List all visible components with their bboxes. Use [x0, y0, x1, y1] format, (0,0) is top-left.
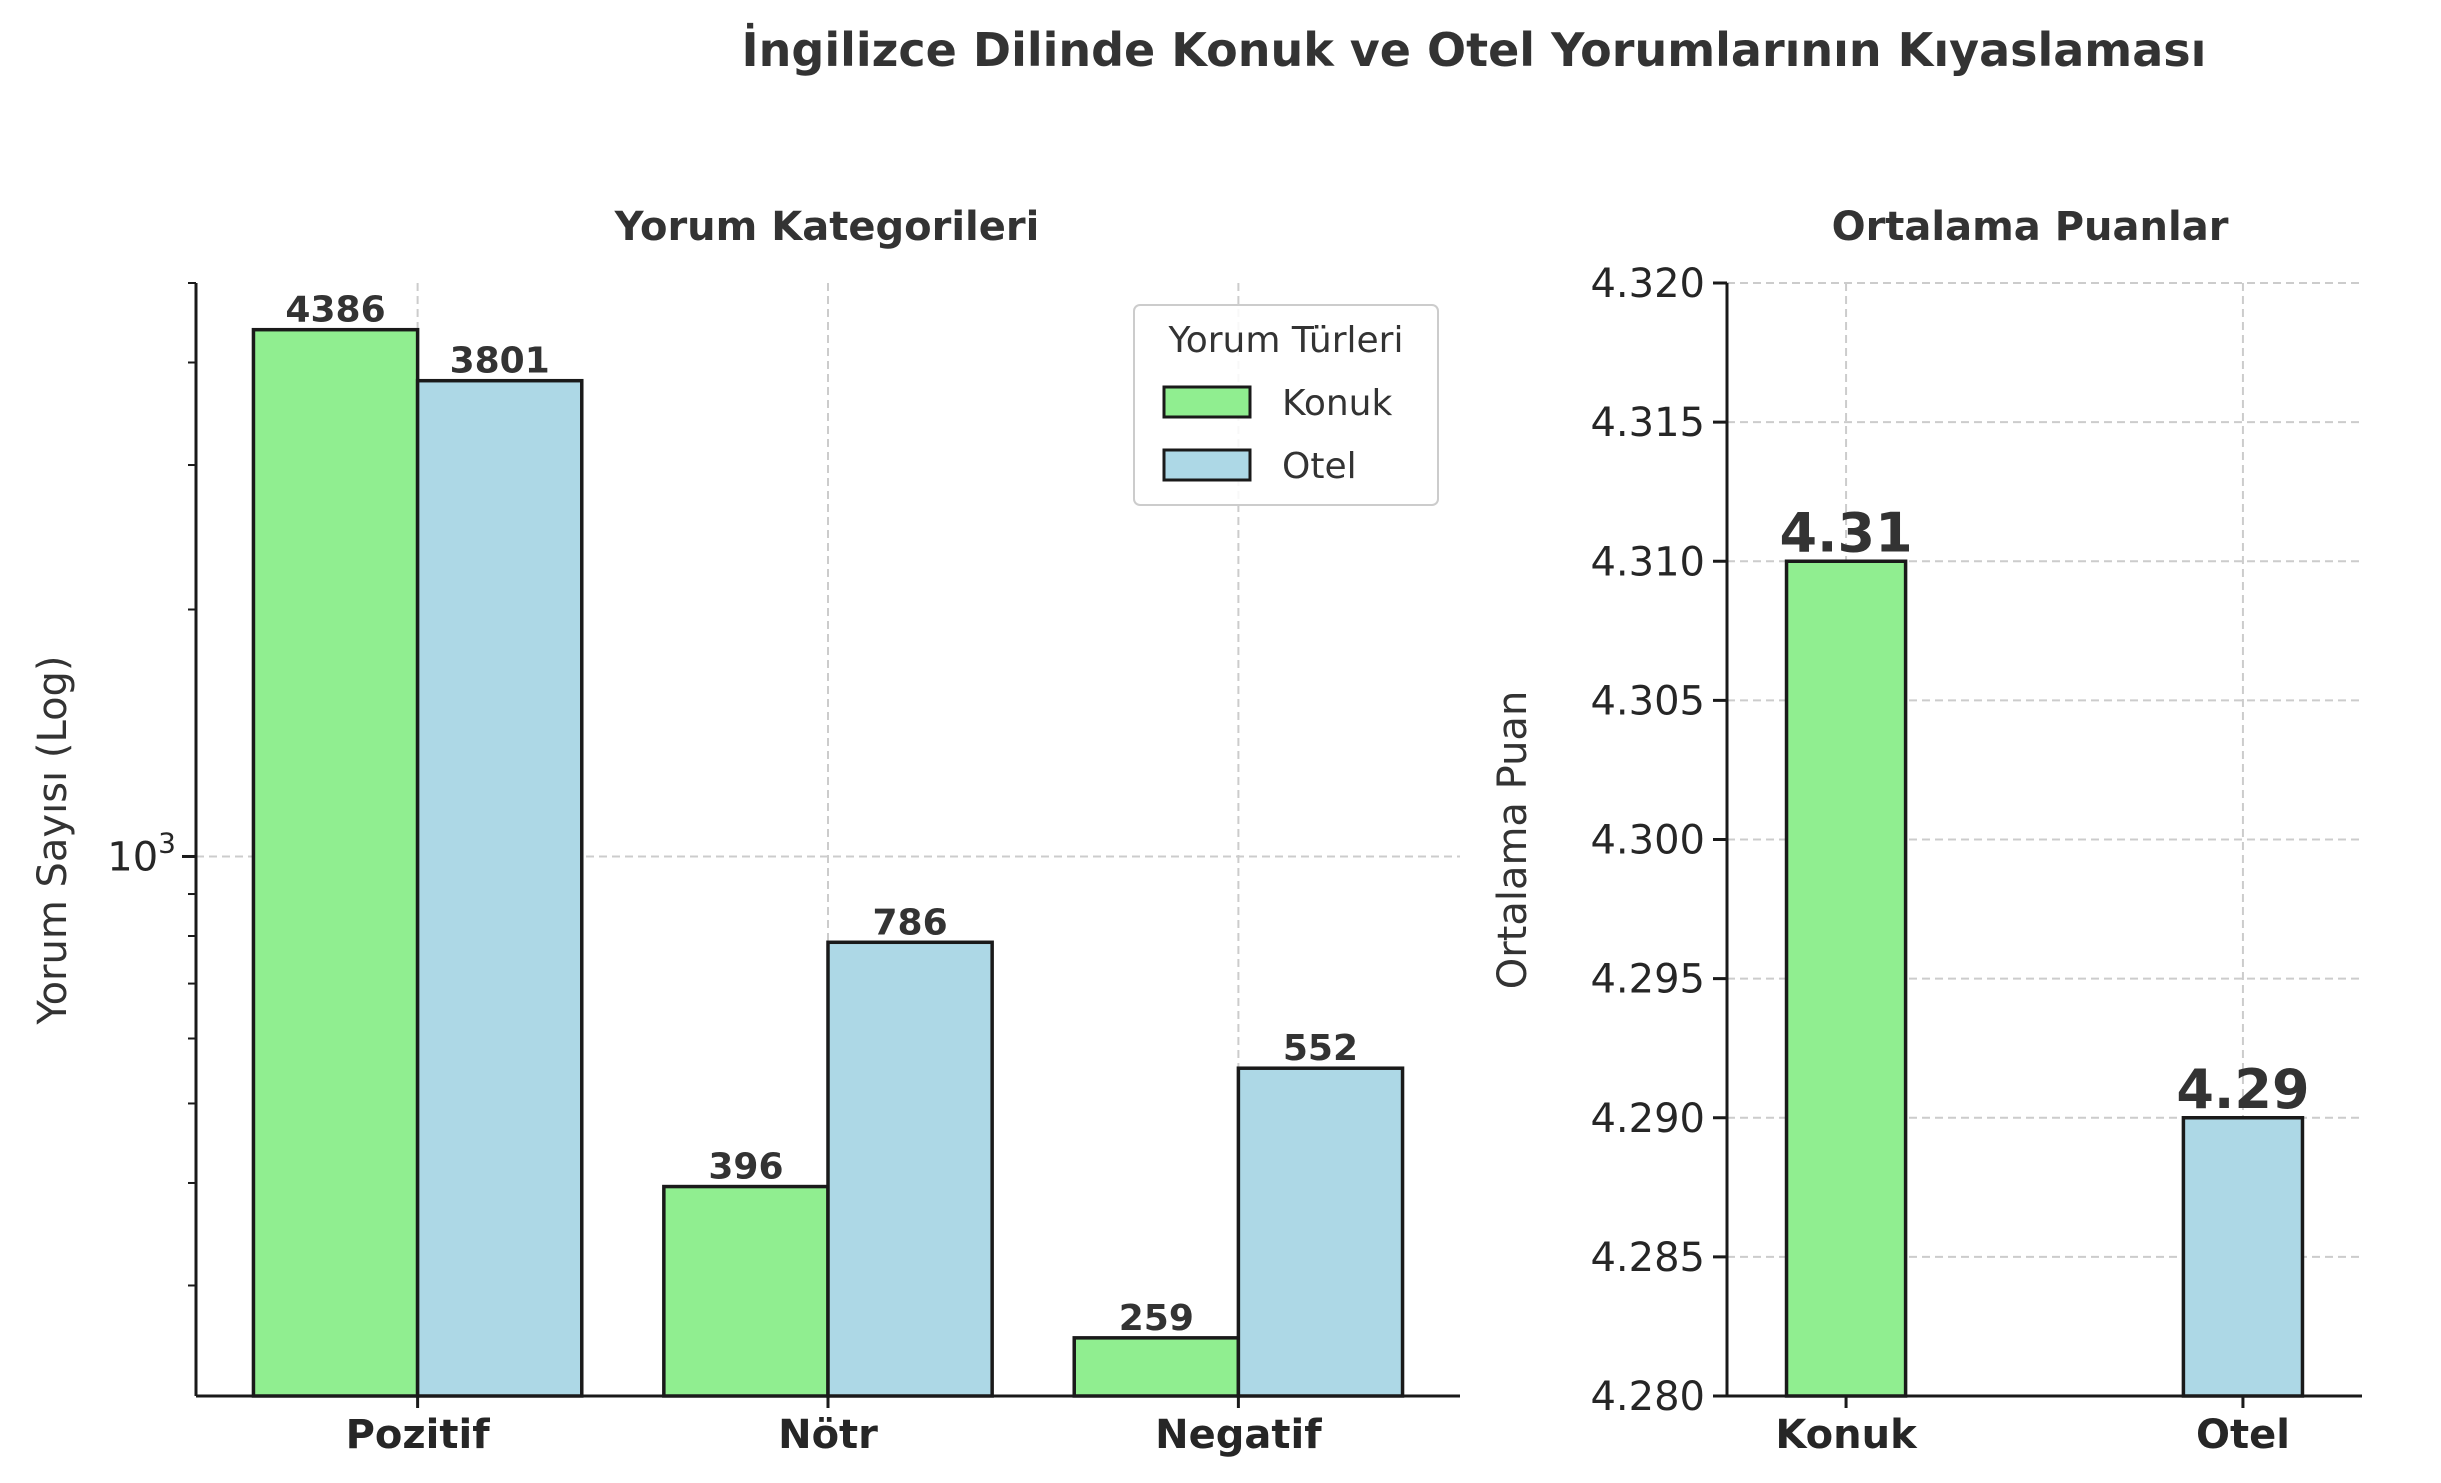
category-chart-bar-konuk-negatif: [1072, 1336, 1241, 1398]
legend-label-otel: Otel: [1282, 446, 1357, 487]
average-score-chart-y-tick-label-4-315: 4.315: [1590, 400, 1705, 446]
average-score-chart-y-tick-label-4-300: 4.300: [1590, 818, 1705, 864]
legend-swatch-konuk: [1162, 385, 1252, 419]
legend-title: Yorum Türleri: [1168, 320, 1404, 361]
average-score-chart-y-ticks: 4.280 4.285 4.290 4.295 4.300 4.305 4.310 4.315…: [1590, 261, 2245, 1420]
average-score-chart-y-tick-label-4-310: 4.310: [1590, 539, 1705, 585]
category-chart-bar-konuk-pozitif: [251, 327, 420, 1398]
category-chart-x-tick-label-negatif: Negatif: [1155, 1412, 1322, 1458]
category-chart-bar-konuk-notr: [662, 1184, 830, 1398]
category-chart-bar-otel-pozitif: [415, 378, 584, 1398]
category-chart-y-tick-label-1000: 103: [107, 826, 176, 880]
category-chart-bar-otel-notr: [826, 940, 994, 1398]
average-score-chart-y-tick-label-4-320: 4.320: [1590, 261, 1705, 307]
category-chart-bar-label-konuk-notr: 396: [708, 1147, 783, 1188]
category-chart-data-labels: 4386 396 259 3801 786 552: [285, 290, 1358, 1339]
category-chart-title: Yorum Kategorileri: [614, 204, 1040, 250]
category-chart-bar-label-otel-pozitif: 3801: [450, 341, 550, 382]
category-chart-bar-label-otel-negatif: 552: [1283, 1028, 1358, 1069]
average-score-chart-x-tick-labels: Konuk Otel: [1775, 1412, 2290, 1458]
average-score-chart-x-tick-label-otel: Otel: [2196, 1412, 2290, 1458]
average-score-chart-bar-label-otel: 4.29: [2176, 1058, 2309, 1121]
average-score-chart-y-tick-label-4-305: 4.305: [1590, 678, 1705, 724]
category-chart-x-tick-labels: Pozitif Nötr Negatif: [346, 1412, 1323, 1458]
average-score-chart-title: Ortalama Puanlar: [1832, 204, 2229, 250]
legend-label-konuk: Konuk: [1282, 383, 1392, 424]
average-score-chart-bar-otel: [2181, 1116, 2305, 1398]
figure-title: İngilizce Dilinde Konuk ve Otel Yorumlar…: [742, 23, 2207, 77]
average-score-chart-y-tick-label-4-285: 4.285: [1590, 1235, 1705, 1281]
average-score-chart-bars: [1784, 559, 2305, 1398]
category-chart-bar-label-konuk-negatif: 259: [1119, 1298, 1194, 1339]
category-chart: Yorum Kategorileri Yorum Sayısı (Log) 10…: [30, 204, 1460, 1458]
category-chart-bar-label-otel-notr: 786: [872, 902, 947, 943]
average-score-chart-y-axis-label: Ortalama Puan: [1490, 691, 1536, 990]
category-chart-x-tick-label-notr: Nötr: [778, 1412, 878, 1458]
legend: Yorum Türleri Konuk Otel: [1133, 304, 1439, 506]
average-score-chart-y-tick-label-4-280: 4.280: [1590, 1374, 1705, 1420]
category-chart-bars: [251, 327, 1405, 1398]
legend-swatch-otel: [1162, 448, 1252, 482]
average-score-chart-data-labels: 4.31 4.29: [1779, 501, 2309, 1121]
average-score-chart-y-tick-label-4-295: 4.295: [1590, 957, 1705, 1003]
category-chart-bar-label-konuk-pozitif: 4386: [285, 290, 385, 331]
average-score-chart-bar-label-konuk: 4.31: [1779, 501, 1912, 564]
category-chart-x-tick-label-pozitif: Pozitif: [346, 1412, 491, 1458]
category-chart-y-axis-label: Yorum Sayısı (Log): [30, 655, 76, 1025]
category-chart-ticks: 103: [107, 282, 1240, 1408]
average-score-chart: Ortalama Puanlar Ortalama Puan 4.2804.28…: [1490, 204, 2362, 1458]
category-chart-bar-otel-negatif: [1236, 1066, 1405, 1398]
average-score-chart-y-tick-label-4-290: 4.290: [1590, 1096, 1705, 1142]
average-score-chart-bar-konuk: [1784, 559, 1908, 1398]
average-score-chart-x-tick-label-konuk: Konuk: [1775, 1412, 1918, 1458]
